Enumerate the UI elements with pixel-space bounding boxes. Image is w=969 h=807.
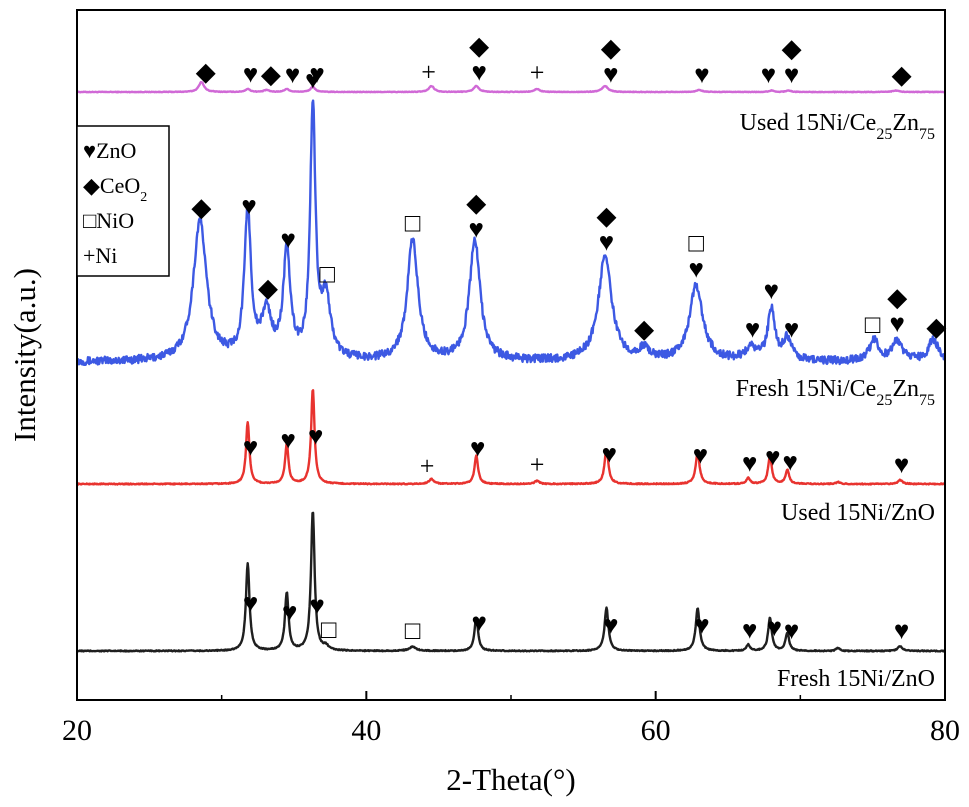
peak-marker: ♥ bbox=[603, 59, 618, 88]
series-label-used_zno: Used 15Ni/ZnO bbox=[781, 500, 935, 526]
peak-marker: ◆ bbox=[596, 202, 616, 231]
peak-marker: ◆ bbox=[887, 283, 907, 312]
peak-marker: ◆ bbox=[258, 274, 278, 303]
peak-marker: ◆ bbox=[466, 188, 486, 217]
peak-marker: ♥ bbox=[694, 60, 709, 89]
x-tick-label: 20 bbox=[62, 714, 92, 747]
peak-marker: ♥ bbox=[599, 228, 614, 257]
peak-marker: ♥ bbox=[305, 65, 320, 94]
peak-marker: □ bbox=[688, 228, 704, 257]
peak-marker: ♥ bbox=[471, 608, 486, 637]
peak-marker: ◆ bbox=[926, 312, 946, 341]
peak-marker: ♥ bbox=[767, 613, 782, 642]
peak-marker: ♥ bbox=[784, 315, 799, 344]
peak-marker: ◆ bbox=[191, 193, 211, 222]
series-line-used_zno bbox=[76, 389, 946, 486]
peak-marker: ♥ bbox=[894, 450, 909, 479]
peak-marker: ♥ bbox=[243, 432, 258, 461]
series-line-fresh_zno bbox=[76, 511, 946, 653]
peak-marker: □ bbox=[405, 616, 421, 645]
x-tick-label: 80 bbox=[930, 714, 960, 747]
peak-marker: ♥ bbox=[694, 610, 709, 639]
series-label-fresh_ce: Fresh 15Ni/Ce25Zn75 bbox=[736, 376, 935, 409]
peak-marker: ♥ bbox=[309, 59, 324, 88]
peak-marker: ♥ bbox=[243, 59, 258, 88]
legend: ♥ZnO ◆CeO2 □NiO +Ni bbox=[76, 125, 170, 277]
peak-marker: ♥ bbox=[285, 60, 300, 89]
peak-marker: ♥ bbox=[784, 616, 799, 645]
peak-marker: ♥ bbox=[243, 588, 258, 617]
plot-area: ◆ ♥ ◆ ♥ ♥ + ♥◆+ ♥◆♥ ♥ ♥◆◆Used 15Ni/Ce25Zn75◆ ♥◆♥♥□… bbox=[76, 32, 946, 692]
peak-marker: ♥ bbox=[602, 439, 617, 468]
peak-marker: + bbox=[421, 58, 436, 87]
peak-marker: ♥ bbox=[469, 214, 484, 243]
peak-marker: ◆ bbox=[469, 32, 489, 61]
y-axis-title: Intensity(a.u.) bbox=[7, 268, 42, 442]
peak-marker: ♥ bbox=[693, 440, 708, 469]
peak-marker: ♥ bbox=[894, 616, 909, 645]
peak-marker: ♥ bbox=[742, 448, 757, 477]
x-tick-label: 60 bbox=[641, 714, 671, 747]
peak-marker: ◆ bbox=[634, 315, 654, 344]
peak-marker: ♥ bbox=[471, 58, 486, 87]
peak-marker: ♥ bbox=[784, 60, 799, 89]
peak-marker: □ bbox=[405, 208, 421, 237]
peak-marker: ♥ bbox=[603, 610, 618, 639]
peak-marker: + bbox=[420, 451, 435, 480]
peak-marker: ♥ bbox=[280, 426, 295, 455]
peak-marker: ♥ bbox=[890, 309, 905, 338]
peak-marker: ◆ bbox=[196, 57, 216, 86]
legend-box bbox=[76, 125, 170, 277]
peak-marker: ◆ bbox=[892, 61, 912, 90]
x-tick-label: 40 bbox=[351, 714, 381, 747]
peak-marker: ♥ bbox=[309, 591, 324, 620]
peak-marker: ♥ bbox=[688, 254, 703, 283]
series-line-fresh_ce bbox=[76, 99, 946, 366]
peak-marker: ♥ bbox=[765, 443, 780, 472]
series-label-used_ce: Used 15Ni/Ce25Zn75 bbox=[740, 110, 935, 143]
peak-marker: ♥ bbox=[764, 276, 779, 305]
peak-marker: ♥ bbox=[308, 421, 323, 450]
peak-marker: ♥ bbox=[470, 434, 485, 463]
peak-marker: ♥ bbox=[282, 598, 297, 627]
legend-entry: ◆CeO2 bbox=[83, 173, 147, 205]
peak-marker: □ bbox=[321, 615, 337, 644]
peak-marker: + bbox=[530, 58, 545, 87]
x-axis: 20 40 60 80 bbox=[62, 691, 960, 747]
peak-marker: ♥ bbox=[742, 615, 757, 644]
legend-entry: □NiO bbox=[83, 208, 134, 233]
peak-marker: ♥ bbox=[241, 192, 256, 221]
peak-marker: □ bbox=[865, 310, 881, 339]
peak-marker: ◆ bbox=[782, 34, 802, 63]
legend-entry: +Ni bbox=[83, 243, 117, 268]
legend-entry: ♥ZnO bbox=[83, 138, 136, 163]
series-label-fresh_zno: Fresh 15Ni/ZnO bbox=[777, 666, 935, 692]
peak-marker: ◆ bbox=[261, 60, 281, 89]
peak-marker: + bbox=[530, 450, 545, 479]
peak-marker: ♥ bbox=[745, 314, 760, 343]
peak-marker: ♥ bbox=[280, 225, 295, 254]
peak-marker: ♥ bbox=[761, 60, 776, 89]
peak-marker: □ bbox=[319, 259, 335, 288]
x-axis-title: 2-Theta(°) bbox=[446, 762, 575, 797]
peak-marker: ◆ bbox=[601, 33, 621, 62]
peak-marker: ♥ bbox=[782, 448, 797, 477]
series-line-used_ce bbox=[76, 81, 946, 94]
